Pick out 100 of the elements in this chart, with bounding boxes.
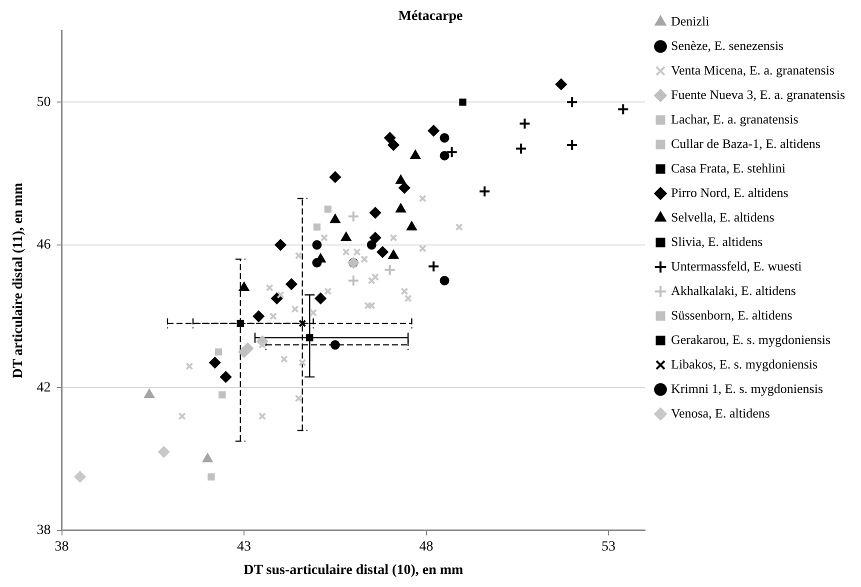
point: [202, 453, 213, 462]
y-tick-label: 42: [36, 380, 51, 396]
point: [617, 103, 630, 116]
point: [208, 473, 215, 480]
y-tick-label: 38: [36, 523, 51, 538]
point: [306, 334, 314, 342]
point: [320, 234, 328, 242]
point: [186, 362, 194, 370]
point: [266, 284, 274, 292]
point: [428, 260, 440, 272]
point: [371, 273, 380, 281]
point: [252, 310, 264, 322]
point: [388, 250, 399, 259]
point: [455, 223, 463, 231]
point: [566, 96, 578, 108]
point: [440, 150, 450, 160]
point: [342, 248, 350, 256]
point: [236, 320, 244, 327]
point: [398, 182, 410, 194]
point: [269, 312, 278, 320]
legend-label: Pirro Nord, E. altidens: [671, 184, 788, 200]
point: [258, 412, 266, 420]
point: [324, 206, 332, 213]
point: [376, 246, 388, 258]
point: [294, 252, 303, 260]
legend-label: Libakos, E. s. mygdoniensis: [671, 356, 818, 372]
legend-label: Krimni 1, E. s. mygdoniensis: [671, 380, 824, 396]
point: [406, 221, 417, 230]
point: [518, 118, 531, 130]
point: [329, 171, 341, 183]
legend-label: Lachar, E. a. granatensis: [671, 111, 798, 126]
point: [347, 274, 360, 287]
point: [368, 276, 376, 284]
point: [209, 356, 221, 368]
legend-label: Selvella, E. altidens: [671, 209, 774, 224]
point: [396, 174, 406, 184]
point: [220, 371, 232, 383]
point: [330, 340, 340, 350]
point: [418, 244, 426, 252]
point: [178, 412, 186, 420]
y-tick-label: 46: [36, 238, 51, 253]
point: [313, 223, 321, 231]
x-tick-label: 53: [602, 539, 616, 554]
y-tick-label: 50: [36, 94, 51, 110]
legend-label: Fuente Nueva 3, E. a. granatensis: [671, 86, 846, 102]
point: [478, 185, 491, 198]
point: [316, 253, 326, 262]
point: [440, 276, 450, 286]
point: [446, 146, 458, 158]
point: [384, 264, 396, 276]
point: [566, 138, 578, 151]
x-tick-label: 43: [237, 539, 252, 554]
point: [515, 142, 528, 155]
point: [291, 305, 299, 313]
point: [384, 132, 396, 144]
x-tick-label: 38: [54, 539, 69, 554]
point: [286, 278, 298, 290]
point: [242, 342, 254, 354]
x-tick-label: 48: [419, 539, 434, 554]
legend-label: Süssenborn, E. altidens: [671, 307, 792, 322]
legend-label: Denizli: [671, 13, 710, 28]
chart-title: Métacarpe: [398, 9, 463, 24]
legend-label: Slivia, E. altidens: [671, 234, 763, 249]
point: [238, 282, 250, 291]
point: [341, 232, 352, 242]
point: [388, 139, 400, 151]
point: [314, 292, 326, 304]
point: [390, 234, 398, 242]
legend-label: Venosa, E. altidens: [671, 405, 770, 420]
point: [360, 255, 368, 264]
x-axis-title: DT sus-articulaire distal (10), en mm: [244, 563, 464, 578]
point: [396, 203, 406, 212]
point: [309, 308, 318, 317]
point: [428, 124, 440, 136]
point: [298, 358, 306, 367]
point: [440, 133, 450, 143]
point: [368, 302, 376, 310]
point: [418, 194, 426, 202]
point: [324, 287, 332, 296]
legend-label: Senèze, E. senezensis: [671, 38, 784, 53]
point: [370, 232, 382, 244]
point: [144, 389, 154, 398]
point: [555, 78, 567, 90]
point: [410, 150, 420, 159]
legend-label: Venta Micena, E. a. granatensis: [671, 62, 835, 78]
point: [158, 446, 170, 458]
point: [294, 394, 303, 402]
point: [347, 210, 360, 222]
point: [364, 302, 372, 310]
point: [312, 240, 322, 250]
point: [74, 471, 86, 483]
point: [280, 355, 288, 363]
point: [370, 207, 382, 219]
y-axis-title: DT articulaire distal (11), en mm: [11, 182, 26, 378]
legend-label: Untermassfeld, E. wuesti: [671, 258, 802, 274]
point: [366, 240, 376, 250]
legend-label: Cullar de Baza-1, E. altidens: [671, 136, 820, 151]
point: [218, 391, 226, 398]
point: [353, 248, 361, 256]
legend-label: Gerakarou, E. s. mygdoniensis: [671, 332, 831, 347]
